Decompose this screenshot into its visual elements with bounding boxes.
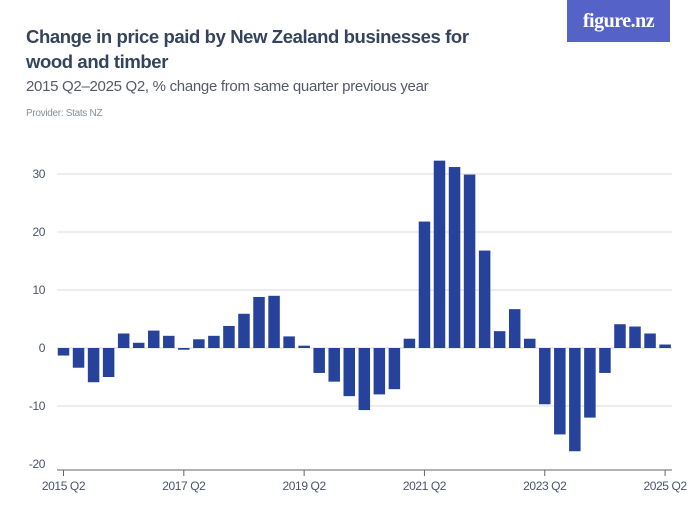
bar-2020-q1 [343,348,356,397]
bar-2015-q2 [57,348,70,356]
bar-2024-q1 [584,348,596,418]
bar-2022-q4 [508,309,521,348]
bar-2016-q3 [132,342,145,348]
bar-2017-q3 [193,339,205,348]
chart-subtitle: 2015 Q2–2025 Q2, % change from same quar… [26,78,429,95]
y-tick-label: -10 [29,399,46,413]
bar-2023-q3 [554,348,566,435]
bar-2017-q4 [208,335,220,348]
bar-2021-q2 [418,221,431,348]
x-tick-label: 2025 Q2 [643,479,687,493]
logo-text: figure.nz [582,9,655,32]
bar-2023-q1 [523,338,536,348]
bar-2023-q2 [539,348,551,405]
y-tick-label: 0 [39,341,46,355]
x-tick-label: 2015 Q2 [42,479,86,493]
provider-label: Provider: Stats NZ [26,108,103,119]
bar-2022-q2 [478,250,491,348]
bar-2019-q1 [283,336,295,348]
y-tick-label: 30 [32,167,45,181]
bar-2025-q1 [644,333,656,348]
bar-2024-q3 [614,324,626,348]
bar-2019-q2 [298,345,310,348]
x-tick-label: 2017 Q2 [162,479,206,493]
bar-2017-q1 [163,335,175,348]
y-tick-label: -20 [29,457,46,471]
y-tick-label: 10 [32,283,45,297]
bar-2020-q4 [388,348,401,390]
bar-2020-q3 [373,348,386,395]
bar-2016-q1 [102,348,115,377]
bar-2015-q4 [87,348,100,383]
bar-2019-q3 [313,348,325,373]
bar-2016-q2 [117,333,130,348]
figure-nz-logo[interactable]: figure.nz [567,0,670,42]
bar-2018-q2 [238,313,250,348]
bar-2021-q4 [448,167,461,348]
bar-2017-q2 [178,348,190,350]
bar-2019-q4 [328,348,340,382]
bar-2024-q2 [599,348,611,373]
bar-2018-q1 [223,325,235,348]
bar-2016-q4 [147,330,160,348]
x-tick-label: 2021 Q2 [403,479,447,493]
chart-title: Change in price paid by New Zealand busi… [26,26,469,72]
x-tick-label: 2023 Q2 [523,479,567,493]
bar-2021-q1 [403,338,416,348]
bar-2025-q2 [659,344,671,348]
bar-2023-q4 [569,348,581,452]
bar-2018-q3 [253,296,265,348]
bar-2024-q4 [629,326,641,348]
bar-2021-q3 [433,160,446,348]
bar-2015-q3 [72,348,85,368]
x-tick-label: 2019 Q2 [283,479,327,493]
bar-2022-q3 [493,331,506,348]
bar-2022-q1 [463,174,476,348]
bar-2020-q2 [358,348,371,411]
bar-2018-q4 [268,295,280,348]
y-tick-label: 20 [32,225,45,239]
